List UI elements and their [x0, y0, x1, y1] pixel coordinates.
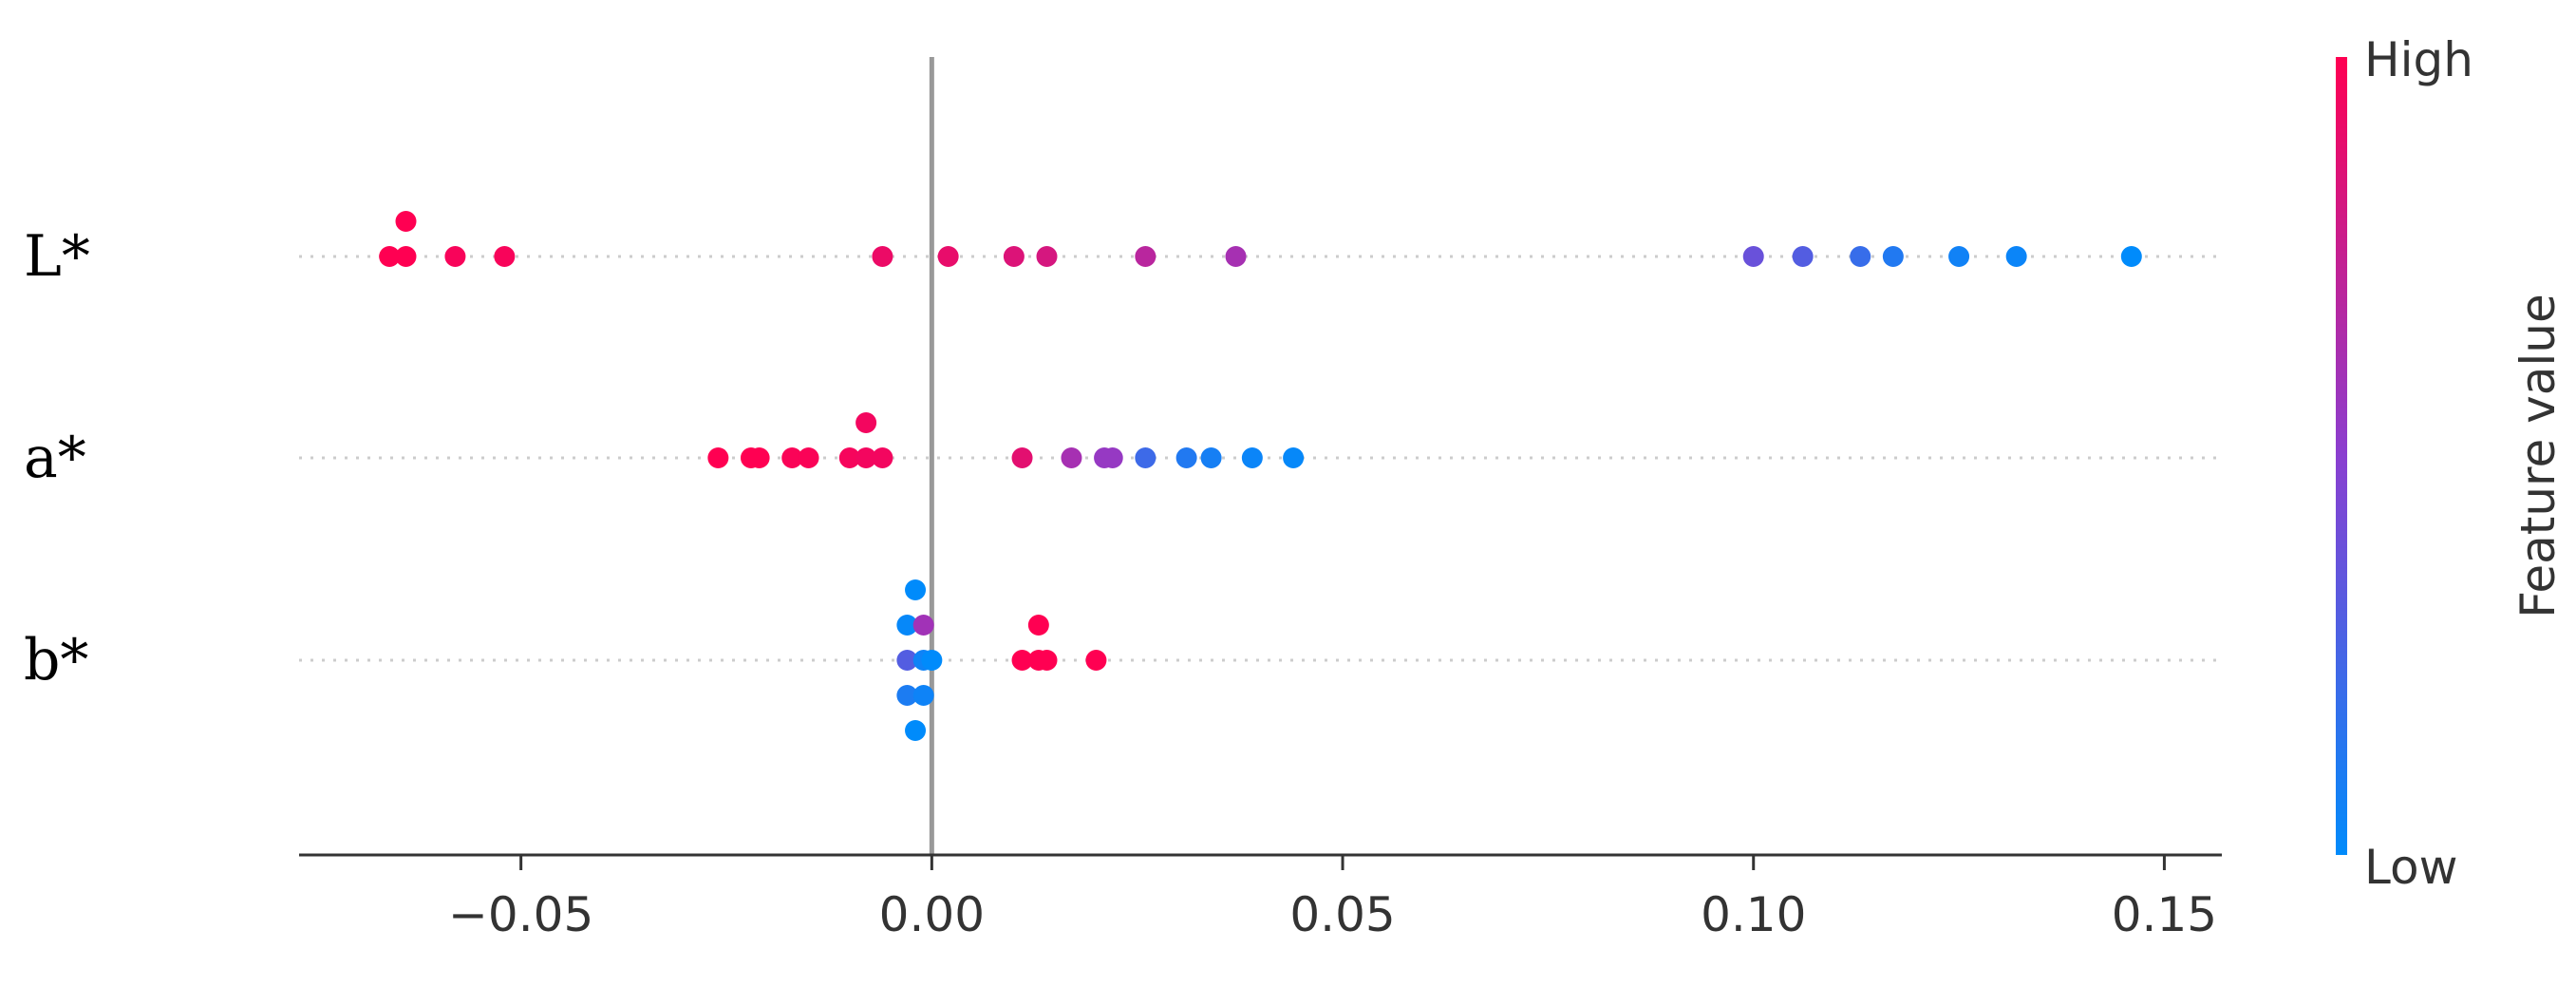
data-point: [1061, 447, 1082, 468]
data-point: [1003, 246, 1025, 267]
data-point: [838, 447, 860, 468]
data-point: [896, 650, 918, 671]
data-point: [1948, 246, 1970, 267]
x-tick-label: 0.10: [1701, 887, 1806, 942]
x-tick-label: 0.15: [2112, 887, 2217, 942]
colorbar-high-label: High: [2364, 32, 2473, 87]
data-point: [905, 579, 927, 600]
data-point: [1792, 246, 1814, 267]
colorbar: [2336, 57, 2347, 855]
data-point: [494, 246, 516, 267]
data-point: [1850, 246, 1871, 267]
data-point: [1011, 650, 1033, 671]
data-point: [1135, 246, 1156, 267]
data-point: [1882, 246, 1904, 267]
data-point: [1283, 447, 1305, 468]
data-point: [1036, 246, 1058, 267]
data-point: [896, 685, 918, 706]
data-point: [2120, 246, 2142, 267]
points-layer: [379, 211, 2142, 741]
data-point: [912, 615, 934, 636]
feature-label: b*: [24, 627, 88, 693]
colorbar-title: Feature value: [2510, 294, 2566, 617]
x-axis-ticks: −0.05 0.00 0.05 0.10 0.15: [448, 855, 2217, 942]
data-point: [1036, 650, 1058, 671]
data-point: [1085, 650, 1107, 671]
data-point: [1011, 447, 1033, 468]
data-point: [1742, 246, 1764, 267]
data-point: [912, 685, 934, 706]
colorbar-low-label: Low: [2364, 840, 2457, 895]
row-guides: [299, 255, 2222, 662]
feature-labels: L* a* b*: [24, 223, 90, 693]
x-tick-label: 0.00: [879, 887, 985, 942]
data-point: [2005, 246, 2027, 267]
data-point: [1135, 447, 1156, 468]
data-point: [781, 447, 803, 468]
data-point: [395, 246, 417, 267]
x-tick-label: 0.05: [1289, 887, 1395, 942]
data-point: [896, 615, 918, 636]
data-point: [379, 246, 401, 267]
data-point: [937, 246, 959, 267]
data-point: [856, 447, 877, 468]
data-point: [1225, 246, 1247, 267]
data-point: [921, 650, 943, 671]
x-tick-label: −0.05: [448, 887, 593, 942]
data-point: [1027, 615, 1049, 636]
data-point: [798, 447, 819, 468]
data-point: [1200, 447, 1222, 468]
data-point: [872, 447, 893, 468]
data-point: [748, 447, 770, 468]
data-point: [856, 412, 877, 433]
data-point: [1241, 447, 1263, 468]
data-point: [872, 246, 893, 267]
feature-label: a*: [24, 425, 86, 491]
data-point: [707, 447, 729, 468]
data-point: [1101, 447, 1123, 468]
data-point: [1175, 447, 1197, 468]
data-point: [905, 720, 927, 741]
data-point: [395, 211, 417, 232]
data-point: [444, 246, 466, 267]
feature-label: L*: [24, 223, 90, 290]
